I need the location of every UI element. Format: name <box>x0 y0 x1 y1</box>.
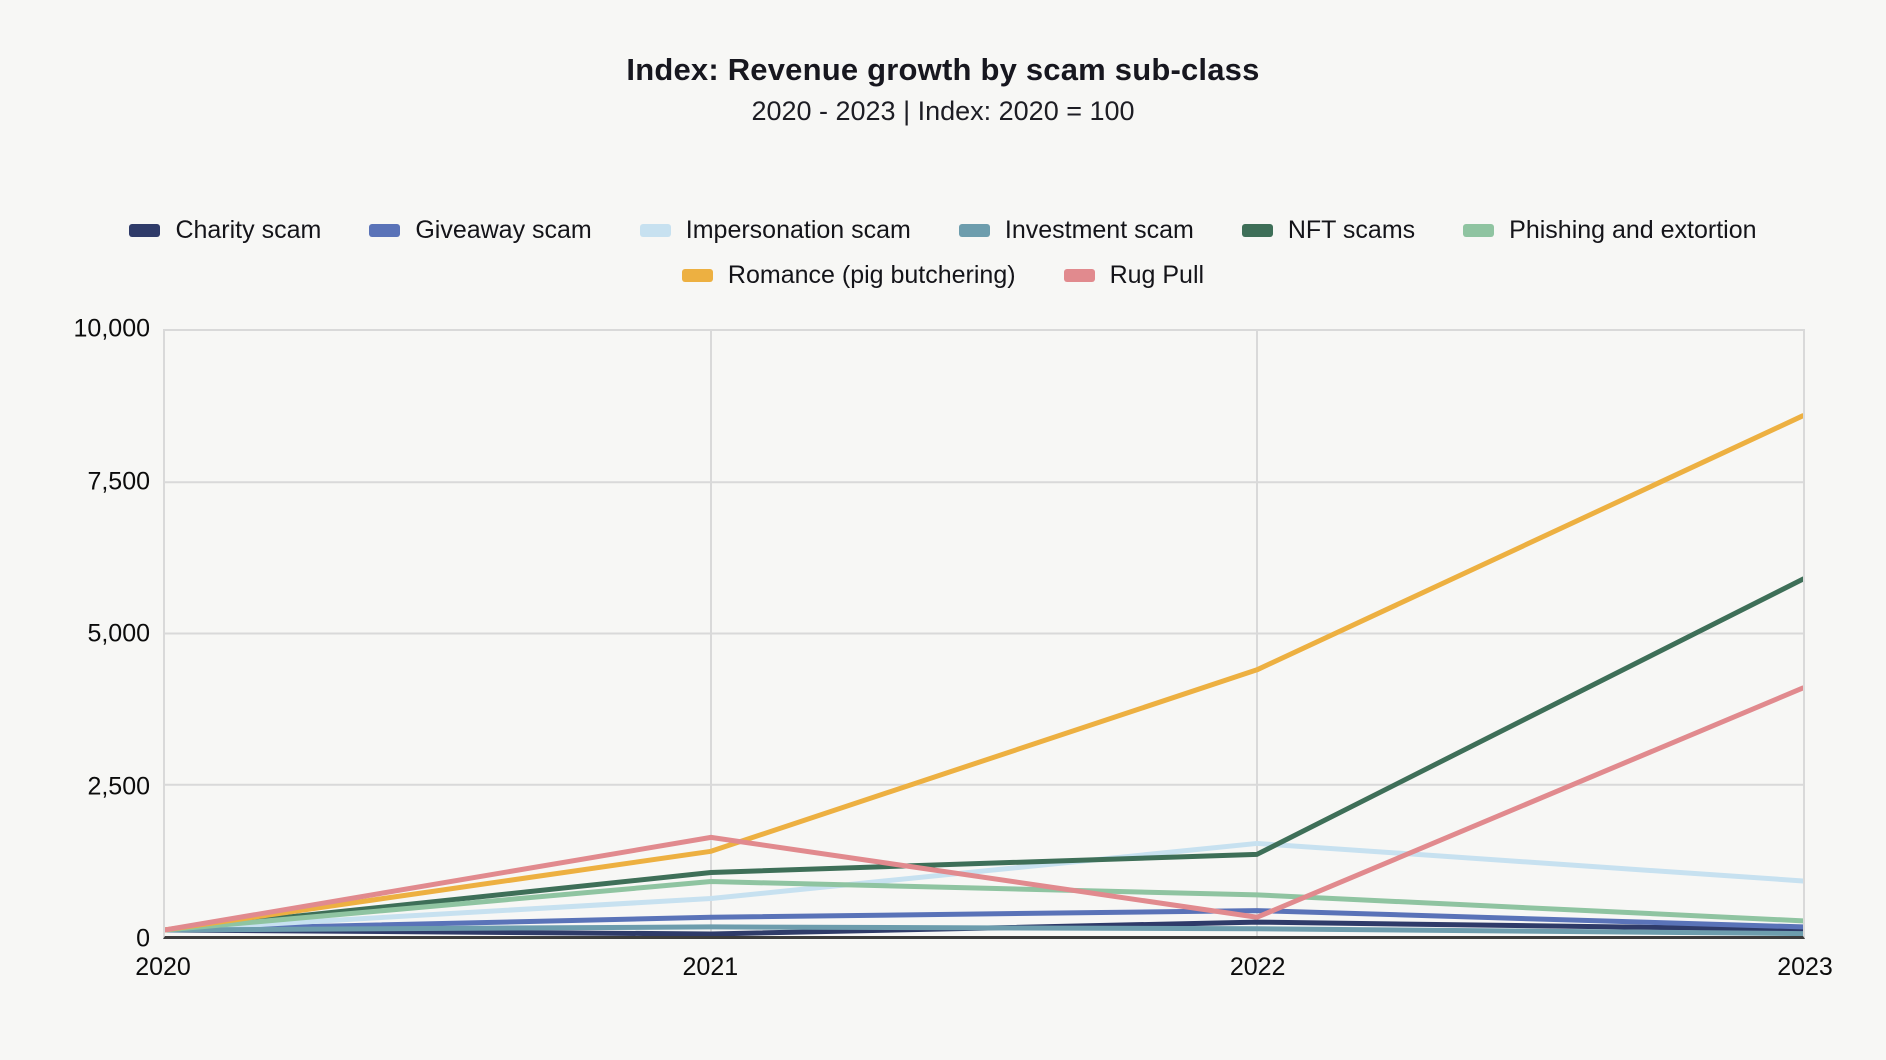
legend-swatch-nft-scams <box>1241 224 1273 237</box>
page-subtitle: 2020 - 2023 | Index: 2020 = 100 <box>751 96 1135 126</box>
legend-label: Impersonation scam <box>685 216 911 244</box>
legend-item-impersonation-scam[interactable]: Impersonation scam <box>639 216 911 245</box>
legend-item-giveaway-scam[interactable]: Giveaway scam <box>369 216 592 245</box>
legend-label: Phishing and extortion <box>1509 216 1757 244</box>
y-axis-tick-label: 0 <box>136 924 150 953</box>
legend-item-phishing-and-extortion[interactable]: Phishing and extortion <box>1463 216 1757 245</box>
legend-label: Charity scam <box>175 216 322 244</box>
legend-label: NFT scams <box>1287 216 1416 244</box>
x-axis-tick-label: 2021 <box>682 953 739 981</box>
legend-label: Investment scam <box>1004 216 1194 244</box>
legend-item-rug-pull[interactable]: Rug Pull <box>1063 261 1205 290</box>
x-axis-tick-label: 2020 <box>135 953 191 981</box>
legend: Charity scam Giveaway scam Impersonation s… <box>33 216 1853 290</box>
y-axis-tick-label: 10,000 <box>73 314 150 343</box>
legend-swatch-rug-pull <box>1063 269 1095 282</box>
x-axis-tick-label: 2022 <box>1229 953 1286 981</box>
series-line-investment-scam <box>165 924 1803 936</box>
y-axis-tick-label: 5,000 <box>87 619 150 648</box>
legend-swatch-impersonation-scam <box>639 224 671 237</box>
legend-swatch-phishing-and-extortion <box>1463 224 1495 237</box>
series-line-rug-pull <box>165 685 1803 933</box>
legend-swatch-giveaway-scam <box>369 224 401 237</box>
x-axis: 2020 2021 2022 2023 <box>135 953 1833 987</box>
legend-swatch-investment-scam <box>958 224 990 237</box>
y-axis-tick-label: 7,500 <box>87 467 150 495</box>
y-axis-tick-label: 2,500 <box>87 772 150 800</box>
legend-item-romance-pig-butchering[interactable]: Romance (pig butchering) <box>681 261 1016 290</box>
legend-item-nft-scams[interactable]: NFT scams <box>1241 216 1416 245</box>
series-line-phishing-and-extortion <box>165 879 1803 933</box>
page-title: Index: Revenue growth by scam sub-class <box>626 52 1260 87</box>
plot-area <box>163 329 1805 939</box>
series-line-impersonation-scam <box>165 840 1803 933</box>
series-line-giveaway-scam <box>165 908 1803 933</box>
legend-swatch-romance-pig-butchering <box>681 269 713 282</box>
chart-svg <box>165 331 1803 936</box>
x-axis-tick-label: 2023 <box>1777 953 1833 981</box>
series-line-nft-scams <box>165 576 1803 933</box>
series-line-romance-pig-butchering <box>165 413 1803 933</box>
legend-item-investment-scam[interactable]: Investment scam <box>958 216 1194 245</box>
legend-label: Romance (pig butchering) <box>727 261 1016 289</box>
legend-label: Rug Pull <box>1109 261 1205 289</box>
legend-label: Giveaway scam <box>415 216 592 244</box>
legend-item-charity-scam[interactable]: Charity scam <box>129 216 321 245</box>
y-axis: 10,000 7,500 5,000 2,500 0 <box>0 315 150 953</box>
legend-swatch-charity-scam <box>129 224 161 237</box>
